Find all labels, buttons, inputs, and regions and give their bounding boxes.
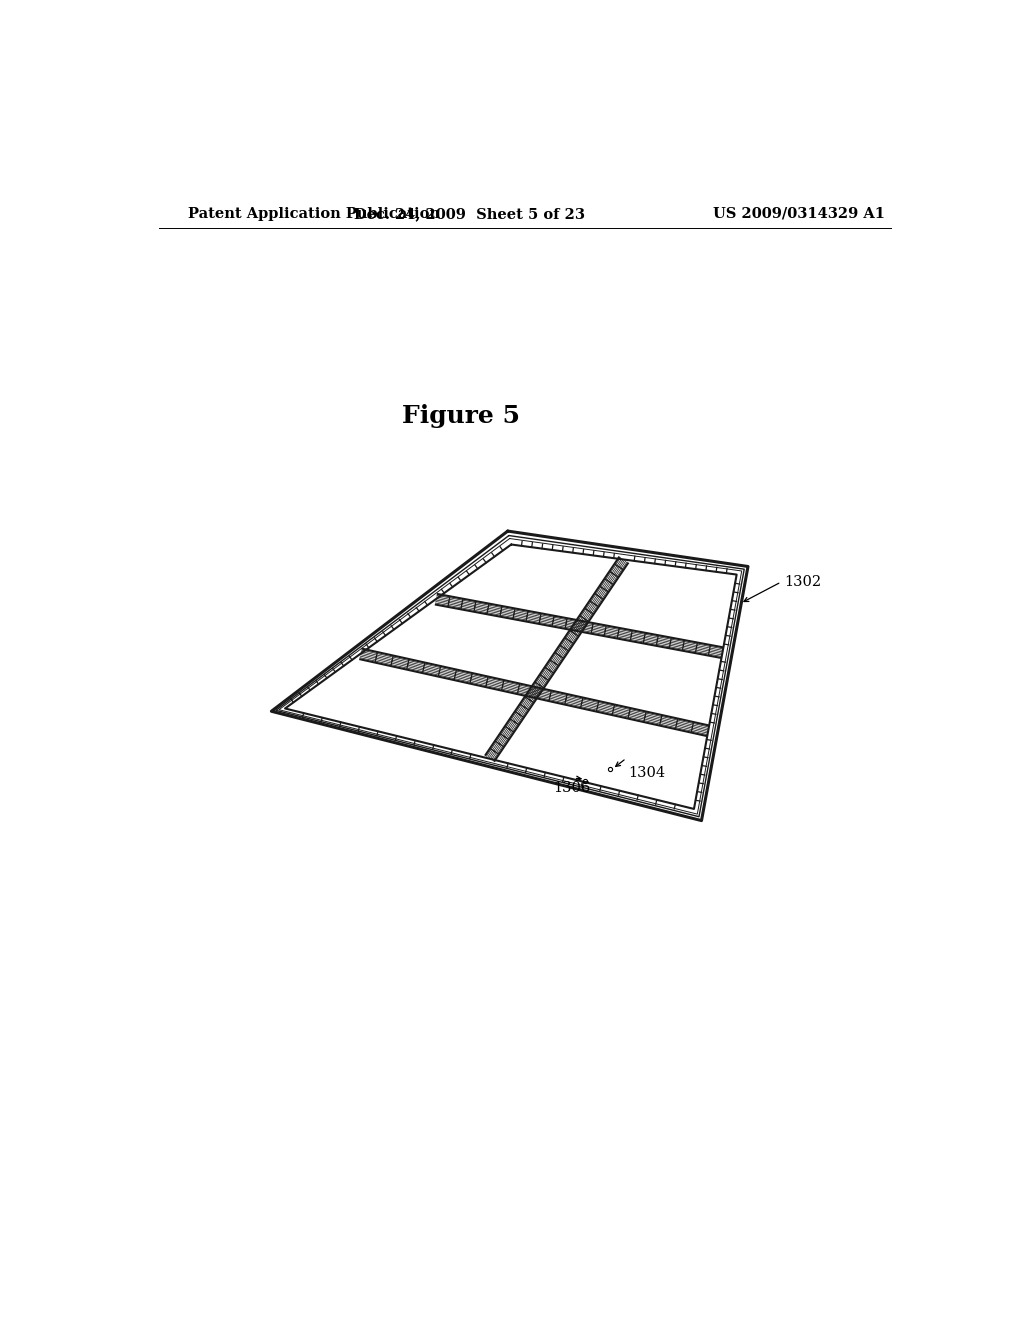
Text: US 2009/0314329 A1: US 2009/0314329 A1 xyxy=(713,207,885,220)
Text: Dec. 24, 2009  Sheet 5 of 23: Dec. 24, 2009 Sheet 5 of 23 xyxy=(353,207,585,220)
Text: Patent Application Publication: Patent Application Publication xyxy=(188,207,440,220)
Text: Figure 5: Figure 5 xyxy=(402,404,520,429)
Text: 1304: 1304 xyxy=(628,766,665,780)
Text: 1306: 1306 xyxy=(553,780,591,795)
Text: 1302: 1302 xyxy=(784,576,821,589)
